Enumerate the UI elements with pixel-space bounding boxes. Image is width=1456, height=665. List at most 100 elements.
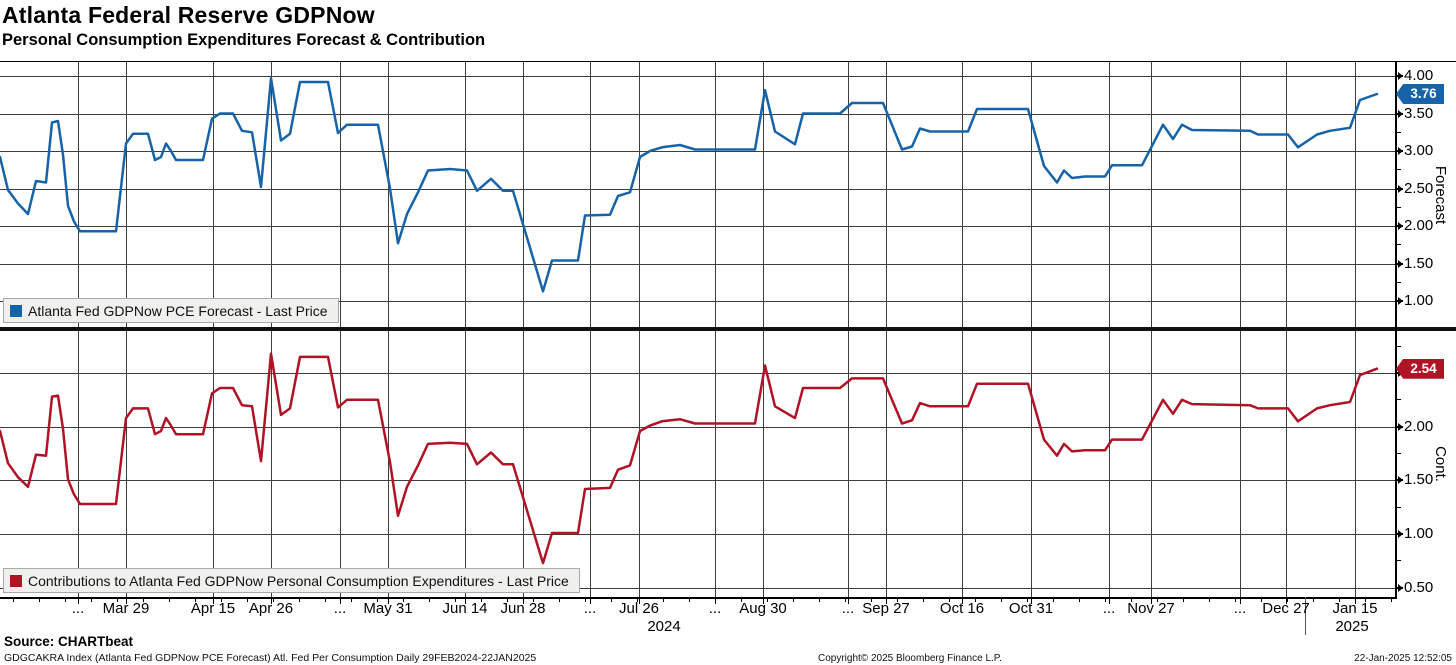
forecast-line-chart — [0, 62, 1395, 327]
y-minor-tick — [1397, 399, 1401, 401]
x-major-tick — [388, 599, 389, 604]
y-minor-tick — [1397, 345, 1401, 347]
x-tick-label: ... — [1102, 600, 1116, 617]
contribution-legend-label: Contributions to Atlanta Fed GDPNow Pers… — [28, 572, 569, 589]
x-minor-tick — [611, 599, 612, 602]
x-minor-tick — [429, 599, 430, 602]
x-minor-tick — [1001, 599, 1002, 602]
x-minor-tick — [221, 599, 222, 602]
x-major-tick — [465, 599, 466, 604]
x-minor-tick — [247, 599, 248, 602]
x-minor-tick — [819, 599, 820, 602]
x-minor-tick — [559, 599, 560, 602]
y-tick-label: 3.50 — [1404, 104, 1434, 122]
x-major-tick — [962, 599, 963, 604]
x-tick-label: ... — [333, 600, 347, 617]
x-minor-tick — [1365, 599, 1366, 602]
forecast-legend-label: Atlanta Fed GDPNow PCE Forecast - Last P… — [28, 302, 328, 319]
x-minor-tick — [689, 599, 690, 602]
pce-contribution-series-line — [0, 352, 1379, 565]
x-minor-tick — [1105, 599, 1106, 602]
x-tick-label: Apr 26 — [248, 600, 294, 617]
x-tick-label: Jun 14 — [442, 600, 488, 617]
x-tick-label: Dec 27 — [1262, 600, 1310, 617]
x-minor-tick — [975, 599, 976, 602]
pce-forecast-series-line — [0, 76, 1379, 293]
year-label: 2024 — [647, 618, 681, 635]
x-tick-label: ... — [841, 600, 855, 617]
x-minor-tick — [195, 599, 196, 602]
x-minor-tick — [793, 599, 794, 602]
x-minor-tick — [1157, 599, 1158, 602]
x-minor-tick — [91, 599, 92, 602]
y-minor-tick — [1397, 506, 1401, 508]
x-major-tick — [340, 599, 341, 604]
x-major-tick — [1109, 599, 1110, 604]
y-tick-label: 1.00 — [1404, 292, 1434, 309]
y-tick-arrow-icon — [1398, 109, 1403, 118]
x-tick-label: ... — [71, 600, 85, 617]
timestamp-text: 22-Jan-2025 12:52:05 — [1354, 653, 1452, 664]
x-major-tick — [271, 599, 272, 604]
x-minor-tick — [507, 599, 508, 602]
x-tick-label: ... — [1233, 600, 1247, 617]
x-major-tick — [639, 599, 640, 604]
forecast-legend-swatch-icon — [10, 304, 22, 317]
y-tick-label: 3.00 — [1404, 142, 1434, 159]
x-minor-tick — [1339, 599, 1340, 602]
y-tick-arrow-icon — [1398, 583, 1403, 592]
y-minor-tick — [1397, 169, 1401, 171]
x-tick-label: Jul 26 — [618, 600, 660, 617]
x-tick-label: Nov 27 — [1127, 600, 1175, 617]
x-tick-label: Oct 31 — [1008, 600, 1054, 617]
x-minor-tick — [481, 599, 482, 602]
x-major-tick — [590, 599, 591, 604]
x-minor-tick — [533, 599, 534, 602]
y-minor-tick — [1397, 244, 1401, 246]
chart-top-border — [0, 61, 1456, 62]
x-minor-tick — [117, 599, 118, 602]
y-tick-label: 4.00 — [1404, 67, 1434, 84]
x-minor-tick — [1183, 599, 1184, 602]
x-minor-tick — [741, 599, 742, 602]
y-minor-tick — [1397, 281, 1401, 283]
contribution-line-chart — [0, 331, 1395, 597]
x-tick-label: Oct 16 — [939, 600, 985, 617]
contribution-axis-title: Cont. — [1432, 446, 1449, 482]
x-minor-tick — [351, 599, 352, 602]
x-minor-tick — [13, 599, 14, 602]
y-tick-arrow-icon — [1398, 72, 1403, 80]
x-minor-tick — [585, 599, 586, 602]
x-major-tick — [886, 599, 887, 604]
x-tick-label: Jan 15 — [1332, 600, 1378, 617]
y-tick-label: 1.50 — [1404, 254, 1434, 272]
x-minor-tick — [767, 599, 768, 602]
x-minor-tick — [169, 599, 170, 602]
y-tick-label: 2.00 — [1404, 417, 1434, 435]
x-minor-tick — [1261, 599, 1262, 602]
x-minor-tick — [1235, 599, 1236, 602]
x-major-tick — [1240, 599, 1241, 604]
forecast-axis-title: Forecast — [1432, 165, 1449, 224]
y-tick-arrow-icon — [1398, 422, 1403, 431]
x-minor-tick — [403, 599, 404, 602]
x-major-tick — [523, 599, 524, 604]
y-tick-arrow-icon — [1398, 530, 1403, 539]
legend-forecast: Atlanta Fed GDPNow PCE Forecast - Last P… — [3, 298, 339, 323]
y-tick-label: 1.00 — [1404, 525, 1434, 543]
y-tick-arrow-icon — [1398, 297, 1403, 305]
x-tick-label: Sep 27 — [862, 600, 910, 617]
x-tick-label: ... — [583, 600, 597, 617]
legend-contribution: Contributions to Atlanta Fed GDPNow Pers… — [3, 568, 580, 593]
page-subtitle: Personal Consumption Expenditures Foreca… — [2, 31, 486, 49]
x-minor-tick — [1131, 599, 1132, 602]
x-tick-label: Apr 15 — [190, 600, 236, 617]
x-minor-tick — [923, 599, 924, 602]
x-minor-tick — [637, 599, 638, 602]
x-minor-tick — [377, 599, 378, 602]
x-minor-tick — [1313, 599, 1314, 602]
source-text: Source: CHARTbeat — [4, 634, 134, 649]
x-minor-tick — [1053, 599, 1054, 602]
x-major-tick — [1151, 599, 1152, 604]
x-minor-tick — [1209, 599, 1210, 602]
